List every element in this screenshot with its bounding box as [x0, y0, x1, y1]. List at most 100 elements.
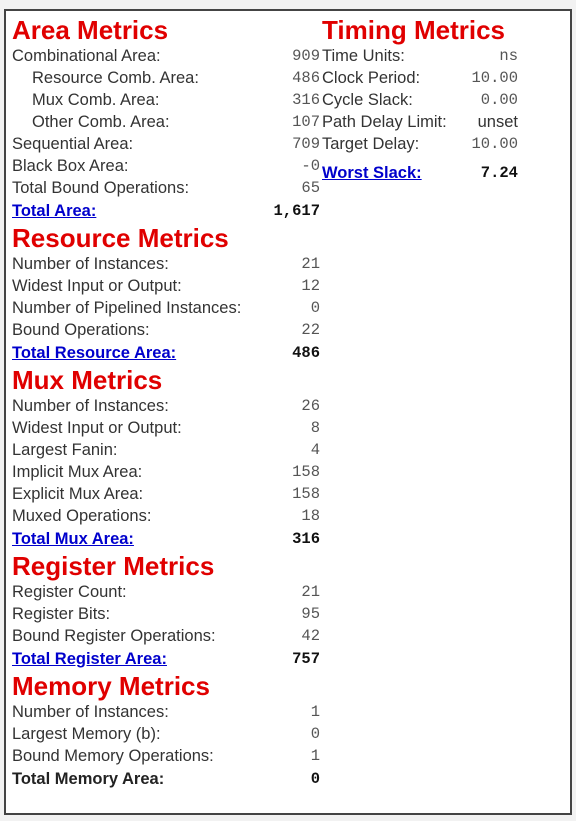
total-register-area-row: Total Register Area: 757 — [12, 647, 320, 671]
metric-label: Largest Memory (b): — [12, 725, 161, 743]
memory-metrics-title: Memory Metrics — [12, 671, 210, 701]
total-register-area-value: 757 — [292, 650, 320, 668]
metric-row: Number of Instances: 21 — [12, 253, 320, 275]
metric-value: 26 — [301, 397, 320, 415]
metric-label: Total Bound Operations: — [12, 179, 190, 197]
metric-label: Number of Pipelined Instances: — [12, 299, 242, 317]
metric-row: Largest Fanin: 4 — [12, 439, 320, 461]
total-resource-area-row: Total Resource Area: 486 — [12, 341, 320, 365]
metric-row: Other Comb. Area: 107 — [12, 111, 320, 133]
metric-value: 0 — [310, 725, 320, 743]
metric-row: Implicit Mux Area: 158 — [12, 461, 320, 483]
left-column: Area Metrics Combinational Area: 909 Res… — [12, 15, 320, 791]
total-mux-area-row: Total Mux Area: 316 — [12, 527, 320, 551]
metric-row: Time Units: ns — [322, 45, 518, 67]
metric-label: Implicit Mux Area: — [12, 463, 143, 481]
total-area-value: 1,617 — [273, 202, 320, 220]
metric-label: Time Units: — [322, 47, 405, 65]
metric-label: Largest Fanin: — [12, 441, 118, 459]
metric-value: 158 — [292, 485, 320, 503]
metric-row: Largest Memory (b): 0 — [12, 723, 320, 745]
metric-row: Cycle Slack: 0.00 — [322, 89, 518, 111]
metric-row: Register Count: 21 — [12, 581, 320, 603]
right-column: Timing Metrics Time Units: ns Clock Peri… — [322, 15, 518, 185]
metric-value: 65 — [301, 179, 320, 197]
register-metrics-title: Register Metrics — [12, 551, 215, 581]
metric-label: Bound Operations: — [12, 321, 150, 339]
metric-label: Sequential Area: — [12, 135, 134, 153]
total-area-link[interactable]: Total Area: — [12, 202, 97, 220]
metric-value: 486 — [292, 69, 320, 87]
metric-value: 21 — [301, 255, 320, 273]
metric-row: Clock Period: 10.00 — [322, 67, 518, 89]
metric-label: Clock Period: — [322, 69, 421, 87]
metric-label: Resource Comb. Area: — [32, 69, 199, 87]
metric-label: Register Count: — [12, 583, 127, 601]
worst-slack-row: Worst Slack: 7.24 — [322, 161, 518, 185]
metric-row: Black Box Area: -0 — [12, 155, 320, 177]
metric-value: 12 — [301, 277, 320, 295]
metric-label: Target Delay: — [322, 135, 420, 153]
metric-value: 10.00 — [471, 135, 518, 153]
metric-value: 0 — [310, 299, 320, 317]
metric-value: 1 — [310, 703, 320, 721]
metric-label: Path Delay Limit: — [322, 113, 447, 131]
metric-row: Bound Register Operations: 42 — [12, 625, 320, 647]
metrics-panel: Area Metrics Combinational Area: 909 Res… — [4, 9, 572, 815]
metric-value: 10.00 — [471, 69, 518, 87]
metric-value: 8 — [310, 419, 320, 437]
total-resource-area-value: 486 — [292, 344, 320, 362]
metric-row: Number of Pipelined Instances: 0 — [12, 297, 320, 319]
mux-metrics-title: Mux Metrics — [12, 365, 163, 395]
metric-row: Target Delay: 10.00 — [322, 133, 518, 155]
metric-value: 316 — [292, 91, 320, 109]
total-mux-area-link[interactable]: Total Mux Area: — [12, 530, 134, 548]
metric-value: 42 — [301, 627, 320, 645]
total-memory-area-row: Total Memory Area: 0 — [12, 767, 320, 791]
metric-label: Widest Input or Output: — [12, 419, 182, 437]
metric-label: Register Bits: — [12, 605, 111, 623]
metric-label: Mux Comb. Area: — [32, 91, 160, 109]
metric-value: 21 — [301, 583, 320, 601]
metric-label: Cycle Slack: — [322, 91, 413, 109]
metric-value: 0.00 — [480, 91, 518, 109]
metric-row: Muxed Operations: 18 — [12, 505, 320, 527]
total-register-area-link[interactable]: Total Register Area: — [12, 650, 167, 668]
metric-label: Muxed Operations: — [12, 507, 152, 525]
metric-value: 1 — [310, 747, 320, 765]
metric-value: 4 — [310, 441, 320, 459]
area-metrics-title: Area Metrics — [12, 15, 169, 45]
metric-label: Bound Register Operations: — [12, 627, 216, 645]
metric-value: 22 — [301, 321, 320, 339]
metric-row: Resource Comb. Area: 486 — [12, 67, 320, 89]
metric-row: Path Delay Limit: unset — [322, 111, 518, 133]
metric-label: Explicit Mux Area: — [12, 485, 144, 503]
resource-metrics-title: Resource Metrics — [12, 223, 229, 253]
metric-value: ns — [499, 47, 518, 65]
metric-label: Bound Memory Operations: — [12, 747, 214, 765]
metric-row: Total Bound Operations: 65 — [12, 177, 320, 199]
metric-row: Sequential Area: 709 — [12, 133, 320, 155]
timing-metrics-title: Timing Metrics — [322, 15, 506, 45]
metric-value: 158 — [292, 463, 320, 481]
worst-slack-link[interactable]: Worst Slack: — [322, 164, 422, 182]
metric-value: -0 — [301, 157, 320, 175]
metric-value: 107 — [292, 113, 320, 131]
metric-label: Number of Instances: — [12, 397, 169, 415]
metric-label: Combinational Area: — [12, 47, 161, 65]
metric-row: Bound Memory Operations: 1 — [12, 745, 320, 767]
metric-row: Explicit Mux Area: 158 — [12, 483, 320, 505]
metric-value: 709 — [292, 135, 320, 153]
metric-label: Number of Instances: — [12, 255, 169, 273]
metric-label: Other Comb. Area: — [32, 113, 170, 131]
total-resource-area-link[interactable]: Total Resource Area: — [12, 344, 177, 362]
metric-row: Widest Input or Output: 12 — [12, 275, 320, 297]
total-memory-area-value: 0 — [310, 770, 320, 788]
metric-value: 95 — [301, 605, 320, 623]
metric-row: Combinational Area: 909 — [12, 45, 320, 67]
metric-label: Number of Instances: — [12, 703, 169, 721]
metric-row: Bound Operations: 22 — [12, 319, 320, 341]
total-mux-area-value: 316 — [292, 530, 320, 548]
total-memory-area-label: Total Memory Area: — [12, 770, 165, 788]
metric-value: 909 — [292, 47, 320, 65]
